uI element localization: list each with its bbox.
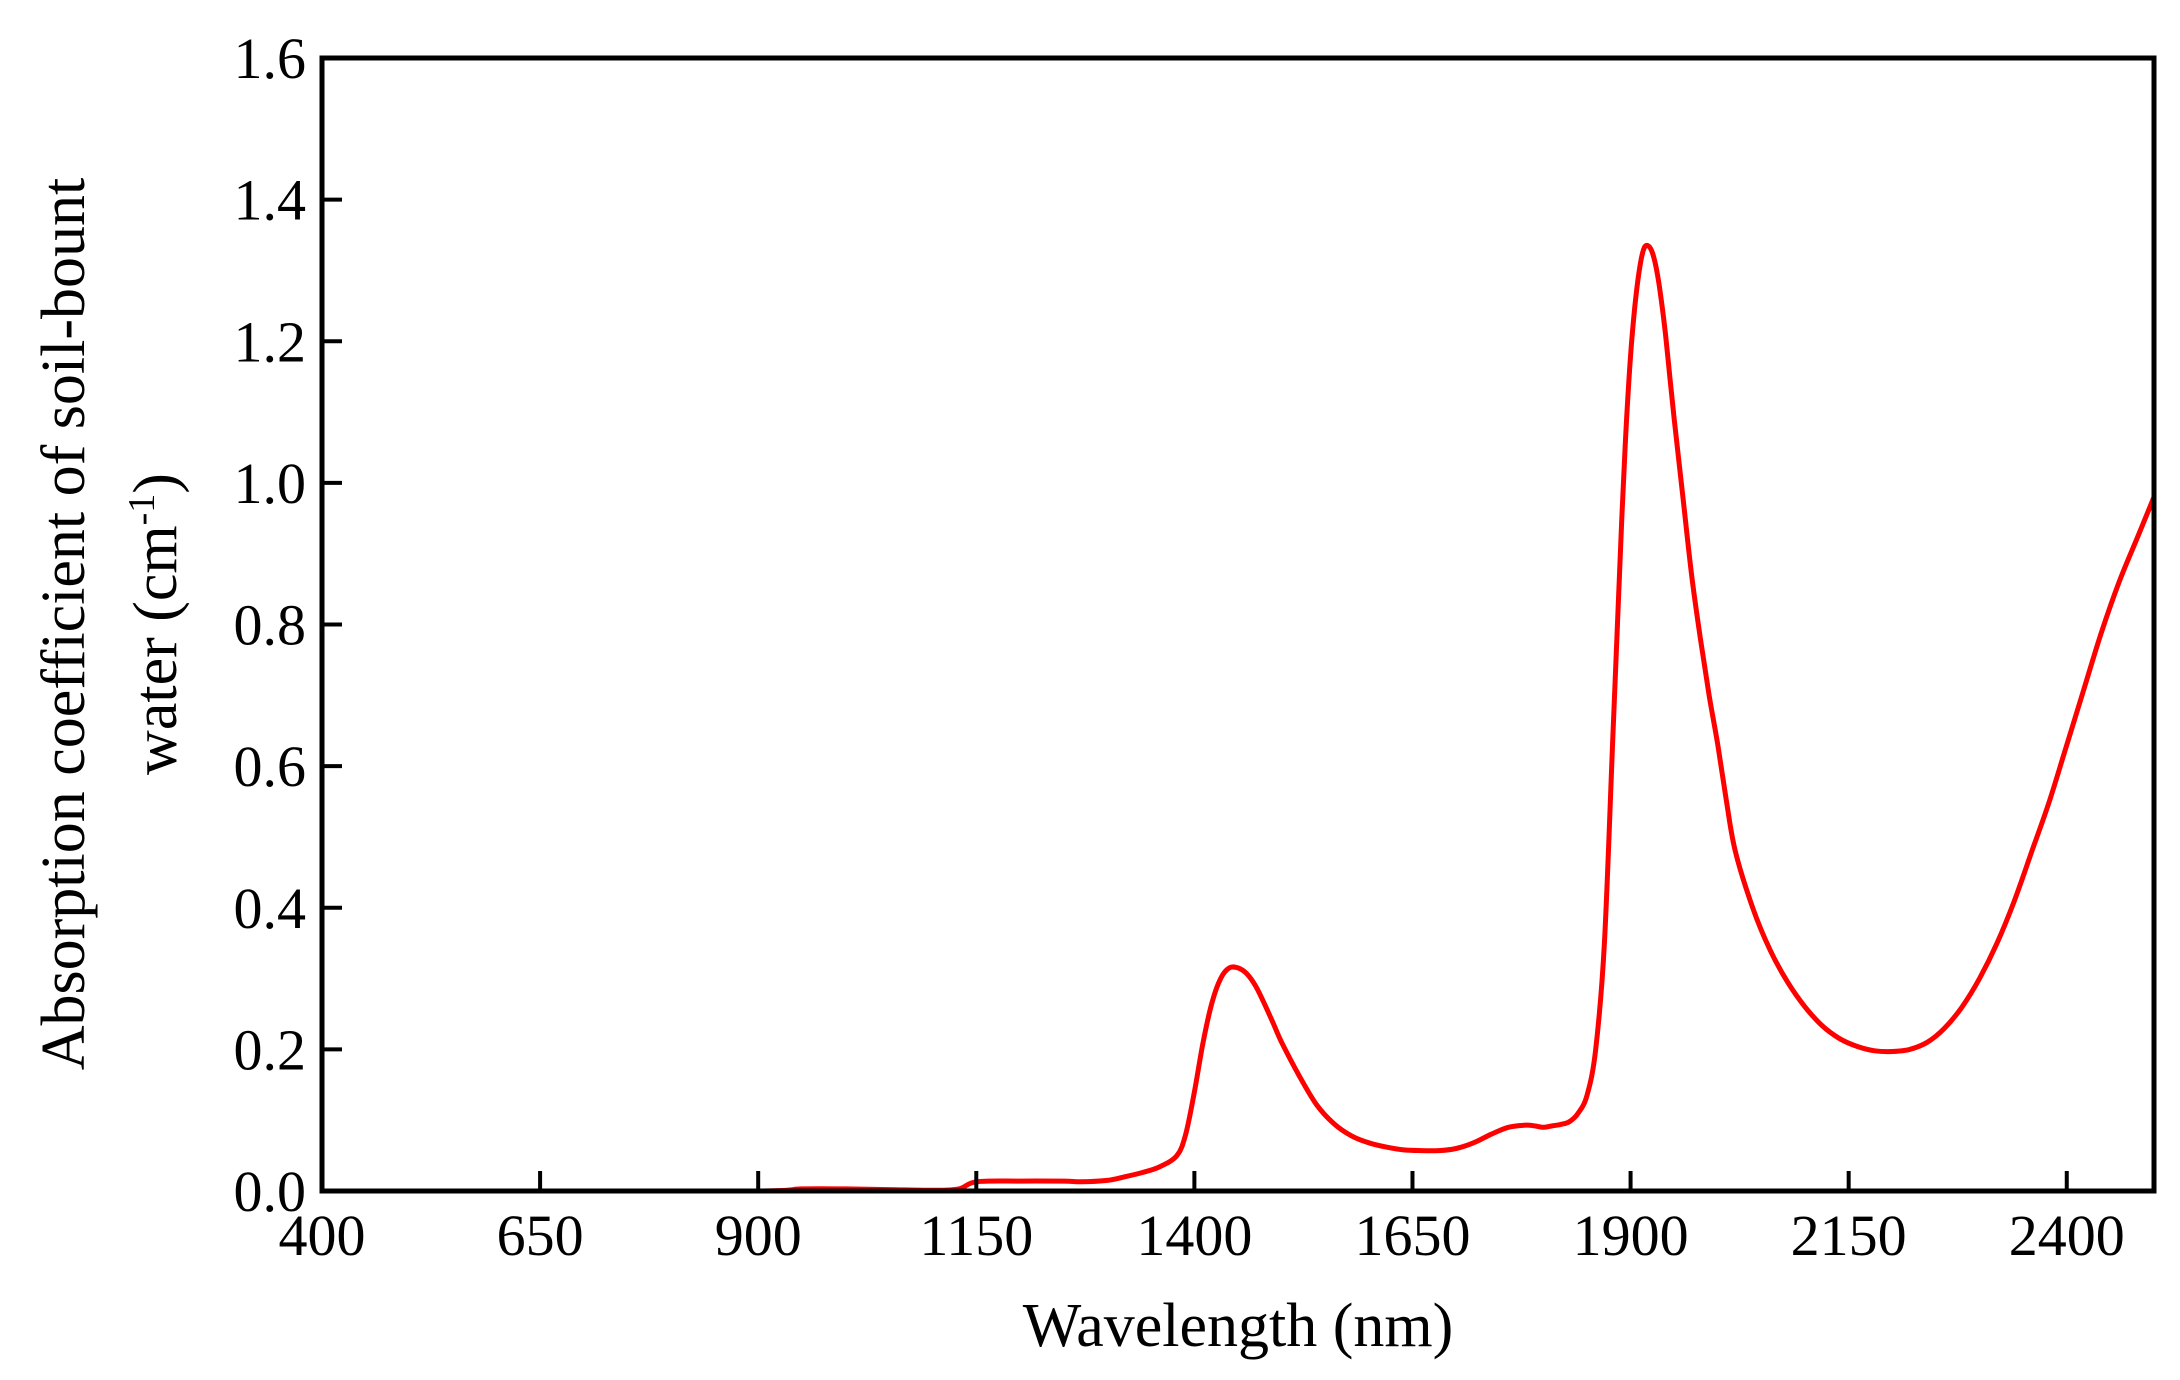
y-tick-label: 1.6 <box>234 26 307 91</box>
y-tick-label: 0.0 <box>234 1159 307 1224</box>
y-tick-label: 1.2 <box>234 309 307 374</box>
x-tick-label: 900 <box>715 1203 802 1268</box>
x-tick-label: 1650 <box>1354 1203 1470 1268</box>
y-axis-title-line-2: water (cm-1) <box>121 473 190 775</box>
x-tick-label: 2400 <box>2009 1203 2125 1268</box>
x-axis-ticks: 400 650 900 1150 1400 1650 1900 2150 2400 <box>279 1171 2125 1268</box>
x-tick-label: 650 <box>497 1203 584 1268</box>
y-tick-label: 1.4 <box>234 168 307 233</box>
y-axis-title-line-1: Absorption coefficient of soil-bount <box>30 178 98 1071</box>
y-axis-title: Absorption coefficient of soil-bount wat… <box>30 178 190 1071</box>
y-axis-title-superscript: -1 <box>121 494 163 526</box>
x-tick-label: 1150 <box>919 1203 1033 1268</box>
series-line-0 <box>319 242 2157 1194</box>
y-tick-label: 0.6 <box>234 734 307 799</box>
x-axis-title: Wavelength (nm) <box>1023 1292 1454 1360</box>
x-tick-label: 2150 <box>1791 1203 1907 1268</box>
y-axis-title-suffix: ) <box>122 473 190 494</box>
series-layer <box>319 242 2157 1194</box>
x-tick-label: 1400 <box>1136 1203 1252 1268</box>
x-tick-label: 400 <box>279 1203 366 1268</box>
y-tick-label: 0.4 <box>234 876 307 941</box>
y-axis-ticks: 0.0 0.2 0.4 0.6 0.8 1.0 1.2 1.4 1.6 <box>234 26 342 1224</box>
x-tick-label: 1900 <box>1573 1203 1689 1268</box>
y-tick-label: 1.0 <box>234 451 307 516</box>
y-axis-title-prefix: water (cm <box>122 525 190 775</box>
y-tick-label: 0.2 <box>234 1017 307 1082</box>
y-tick-label: 0.8 <box>234 593 307 658</box>
